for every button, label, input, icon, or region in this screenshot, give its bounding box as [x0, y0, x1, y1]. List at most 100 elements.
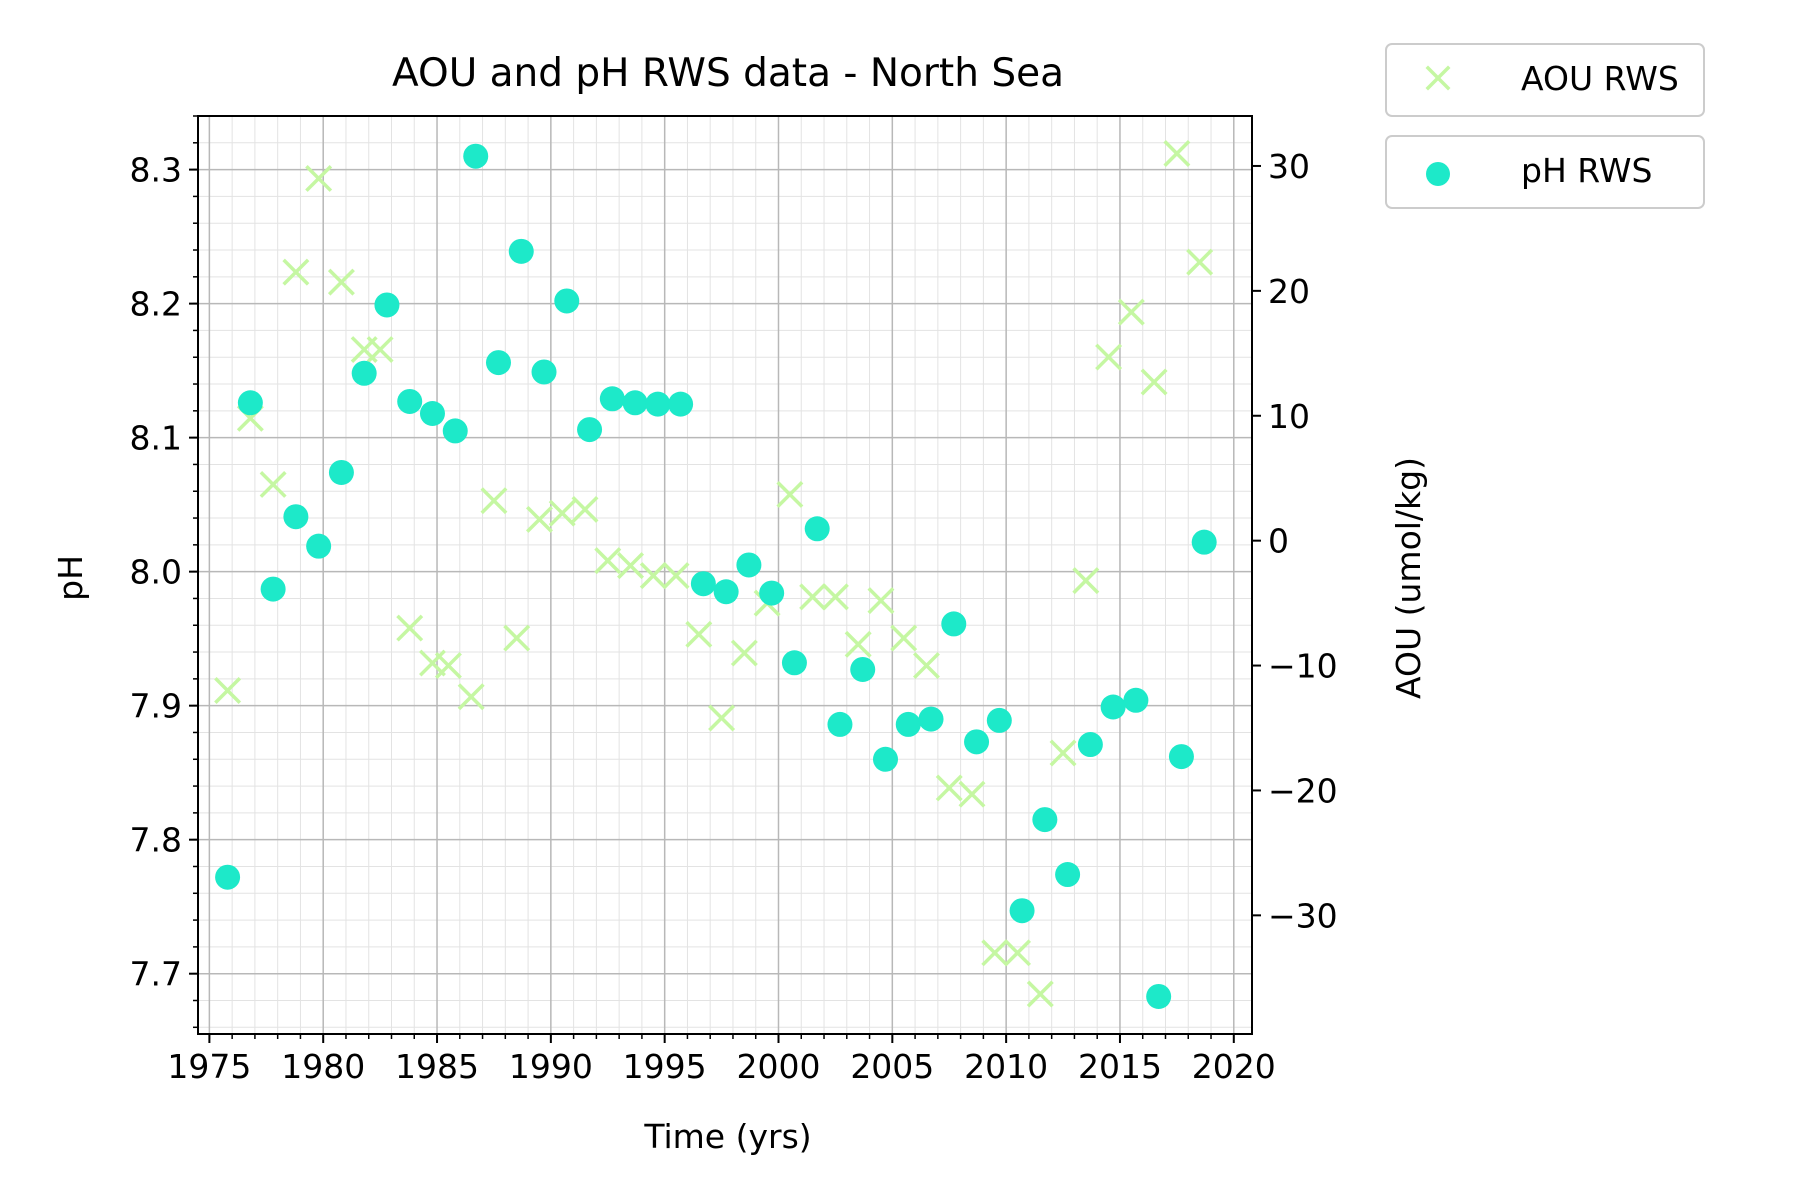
legend-aou-x-marker-icon — [1425, 65, 1451, 91]
aou-point — [821, 583, 849, 611]
ph-point — [599, 386, 625, 412]
aou-point — [525, 505, 553, 533]
aou-point — [1186, 248, 1214, 276]
ph-point — [237, 390, 263, 416]
ph-point — [1009, 898, 1035, 924]
legend-ph-dot-marker-icon — [1426, 162, 1450, 186]
ph-point — [554, 288, 580, 314]
ph-point — [850, 656, 876, 682]
y-right-tick-label: 10 — [1268, 397, 1310, 436]
aou-point — [366, 336, 394, 364]
aou-point — [935, 774, 963, 802]
axis-ticks: 1975 1980 1985 1990 1995 2000 2005 2010 2015 2020… — [130, 115, 1338, 1086]
ph-point — [713, 579, 739, 605]
ph-point — [374, 292, 400, 318]
x-tick-label: 1980 — [281, 1047, 365, 1086]
ph-point — [283, 504, 309, 530]
ph-point — [306, 533, 332, 559]
ph-point — [260, 576, 286, 602]
ph-point — [1100, 694, 1126, 720]
ph-point — [397, 388, 423, 414]
ph-point — [215, 864, 241, 890]
ph-point — [781, 650, 807, 676]
chart-title: AOU and pH RWS data - North Sea — [392, 51, 1064, 96]
ph-point — [736, 552, 762, 578]
aou-point — [981, 939, 1009, 967]
aou-point — [457, 683, 485, 711]
aou-point — [844, 630, 872, 658]
x-tick-label: 2010 — [964, 1047, 1048, 1086]
plot-area — [214, 139, 1217, 1009]
aou-point — [282, 258, 310, 286]
aou-point — [214, 677, 242, 705]
ph-point — [1168, 744, 1194, 770]
aou-point — [1140, 368, 1168, 396]
aou-point — [571, 495, 599, 523]
x-axis-label: Time (yrs) — [643, 1117, 811, 1156]
ph-point — [1032, 807, 1058, 833]
aou-point — [503, 624, 531, 652]
ph-point — [827, 711, 853, 737]
aou-point — [617, 552, 645, 580]
x-tick-label: 1985 — [395, 1047, 479, 1086]
ph-point — [1123, 687, 1149, 713]
x-tick-label: 2000 — [737, 1047, 821, 1086]
legend-ph: pH RWS — [1385, 135, 1705, 209]
aou-point — [776, 480, 804, 508]
ph-point — [804, 516, 830, 542]
legend-aou-box — [1385, 43, 1705, 117]
aou-point — [434, 652, 462, 680]
aou-point — [1004, 939, 1031, 967]
aou-point — [1026, 980, 1054, 1008]
plot-frame — [197, 115, 1253, 1035]
ph-point — [531, 359, 557, 385]
x-tick-label: 1995 — [623, 1047, 707, 1086]
aou-point — [396, 614, 424, 642]
ph-point — [419, 401, 445, 427]
y-left-tick-label: 7.9 — [130, 687, 182, 726]
y-axis-label-left: pH — [51, 555, 90, 601]
aou-point — [1163, 139, 1191, 167]
ph-point — [1191, 529, 1217, 555]
y-right-tick-label: −10 — [1268, 647, 1338, 686]
ph-point — [668, 391, 694, 417]
legend-aou: AOU RWS — [1385, 43, 1705, 117]
ph-point — [622, 390, 648, 416]
y-left-tick-label: 8.0 — [130, 553, 182, 592]
aou-point — [685, 620, 713, 648]
ph-point — [351, 360, 377, 386]
aou-point — [594, 547, 622, 575]
aou-point — [799, 583, 827, 611]
y-left-tick-label: 7.8 — [130, 821, 182, 860]
y-left-tick-label: 8.2 — [130, 285, 182, 324]
ph-point — [690, 571, 716, 597]
y-right-tick-label: −20 — [1268, 771, 1338, 810]
x-tick-label: 2020 — [1192, 1047, 1276, 1086]
aou-point — [480, 487, 508, 515]
aou-point — [639, 562, 667, 590]
y-left-tick-label: 7.7 — [130, 955, 182, 994]
ph-point — [508, 238, 534, 264]
aou-point — [548, 499, 576, 527]
x-tick-label: 2005 — [850, 1047, 934, 1086]
ph-point — [463, 143, 489, 169]
ph-point — [1146, 983, 1172, 1009]
aou-point — [912, 652, 940, 680]
legend-ph-label: pH RWS — [1521, 151, 1652, 190]
ph-point — [986, 707, 1012, 733]
y-right-tick-label: −30 — [1268, 896, 1338, 935]
y-right-tick-label: 30 — [1268, 147, 1310, 186]
legend-aou-label: AOU RWS — [1521, 59, 1679, 98]
ph-point — [442, 418, 468, 444]
x-tick-label: 1975 — [167, 1047, 251, 1086]
aou-point — [259, 470, 287, 498]
ph-point — [485, 350, 511, 376]
aou-point — [890, 624, 918, 652]
y-right-tick-label: 0 — [1268, 522, 1289, 561]
y-left-tick-label: 8.1 — [130, 419, 182, 458]
y-right-tick-label: 20 — [1268, 272, 1310, 311]
legend-ph-box — [1385, 135, 1705, 209]
aou-point — [1117, 298, 1145, 326]
ph-point — [918, 706, 944, 732]
